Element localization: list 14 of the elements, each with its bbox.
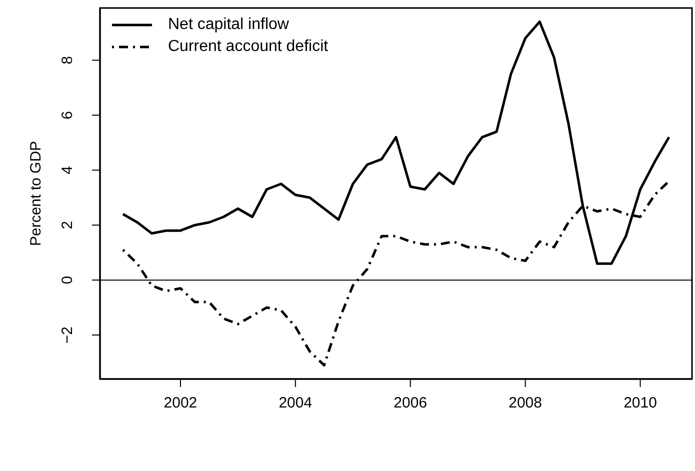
x-tick-label: 2010: [624, 394, 657, 412]
y-tick-label: 6: [59, 111, 76, 120]
x-tick-label: 2006: [394, 394, 428, 412]
y-tick-label: 2: [59, 220, 76, 230]
x-tick-label: 2002: [164, 394, 198, 412]
x-tick-label: 2004: [278, 394, 312, 412]
x-tick-label: 2008: [508, 394, 542, 412]
y-tick-label: 0: [59, 276, 76, 284]
legend-label: Net capital inflow: [168, 16, 289, 34]
y-axis-title: Percent to GDP: [27, 140, 44, 246]
y-tick-label: −2: [59, 326, 76, 344]
legend-label: Current account deficit: [168, 38, 328, 56]
y-tick-label: 8: [59, 56, 76, 64]
y-tick-label: 4: [59, 166, 76, 174]
